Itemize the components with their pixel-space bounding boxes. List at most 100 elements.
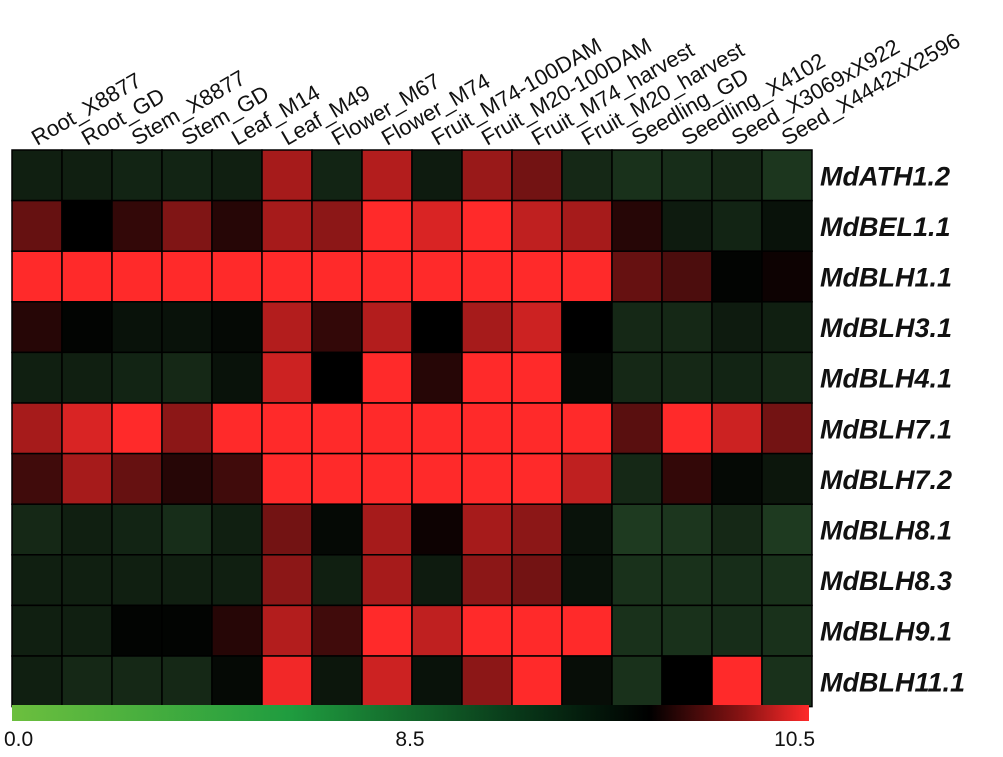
heatmap-cell [211,655,263,708]
heatmap-cell [261,452,313,505]
heatmap-cell [761,149,813,202]
heatmap-cell [311,199,363,252]
heatmap-cell [411,199,463,252]
heatmap-cell [61,604,113,657]
heatmap-cell [461,503,513,556]
heatmap-cell [361,655,413,708]
row-label: MdBLH9.1 [820,617,952,647]
heatmap-cell [361,301,413,354]
heatmap-cell [211,301,263,354]
heatmap-cell [461,452,513,505]
heatmap-cell [411,554,463,607]
heatmap-cell [761,554,813,607]
heatmap-cell [711,351,763,404]
heatmap-cell [411,351,463,404]
heatmap-cell [661,402,713,455]
heatmap-cell [461,655,513,708]
row-labels: MdATH1.2 MdBEL1.1 MdBLH1.1 MdBLH3.1 MdBLH4.1… [820,161,965,697]
heatmap-cell [561,655,613,708]
heatmap-cell [11,452,63,505]
heatmap-cell [661,452,713,505]
heatmap-cell [611,351,663,404]
heatmap-cell [461,402,513,455]
heatmap-cell [661,351,713,404]
heatmap-cell [611,655,663,708]
column-labels: Root_X8877Root_GDStem_X8877Stem_GDLeaf_M… [27,28,964,151]
heatmap-cell [761,199,813,252]
heatmap-cell [611,199,663,252]
heatmap-cell [761,250,813,303]
row-label: MdBLH7.2 [820,465,952,495]
row-label: MdBLH3.1 [820,313,952,343]
heatmap-cell [711,301,763,354]
heatmap-cell [561,452,613,505]
heatmap-cell [61,301,113,354]
heatmap-cell [211,199,263,252]
heatmap-cell [461,351,513,404]
heatmap-cell [361,199,413,252]
heatmap-cell [661,149,713,202]
heatmap-cell [461,250,513,303]
heatmap-cell [11,301,63,354]
heatmap-cell [711,149,763,202]
heatmap-cell [361,351,413,404]
heatmap-cell [311,655,363,708]
heatmap-cell [661,301,713,354]
heatmap-cell [561,554,613,607]
heatmap-cell [461,604,513,657]
heatmap-cell [511,301,563,354]
heatmap-cell [461,199,513,252]
heatmap-cell [11,402,63,455]
heatmap-cell [311,250,363,303]
heatmap-cell [161,199,213,252]
heatmap-cell [111,503,163,556]
colorbar-tick-mid: 8.5 [395,728,424,751]
heatmap-cell [711,655,763,708]
heatmap-cell [711,554,763,607]
heatmap-cell [561,503,613,556]
heatmap-cell [511,554,563,607]
heatmap-cell [211,351,263,404]
heatmap-cell [511,655,563,708]
heatmap-cell [11,655,63,708]
heatmap-cell [411,452,463,505]
heatmap-cell [161,351,213,404]
heatmap-cell [11,351,63,404]
heatmap-cell [311,402,363,455]
heatmap-cell [211,604,263,657]
heatmap-cell [111,250,163,303]
heatmap-cell [611,301,663,354]
heatmap-cell [461,149,513,202]
heatmap-cell [161,250,213,303]
heatmap-cell [311,452,363,505]
heatmap-cell [711,503,763,556]
heatmap-cell [311,301,363,354]
heatmap-cell [161,149,213,202]
heatmap-cell [261,199,313,252]
heatmap-cell [611,452,663,505]
heatmap-cell [61,250,113,303]
heatmap-cell [411,503,463,556]
heatmap-cell [61,402,113,455]
heatmap-cell [111,655,163,708]
heatmap-cell [611,604,663,657]
heatmap-cell [511,250,563,303]
heatmap-cell [561,199,613,252]
row-label: MdATH1.2 [820,161,950,191]
heatmap-cell [161,452,213,505]
heatmap-cell [411,250,463,303]
heatmap-cell [561,250,613,303]
heatmap-cell [511,351,563,404]
heatmap-cell [261,250,313,303]
heatmap-cell [261,149,313,202]
heatmap-cell [361,149,413,202]
heatmap-cell [261,554,313,607]
heatmap-cell [611,402,663,455]
heatmap-cell [611,149,663,202]
heatmap-cell [261,301,313,354]
heatmap-cell [511,402,563,455]
heatmap-cell [611,503,663,556]
heatmap-cell [11,554,63,607]
heatmap-cell [711,402,763,455]
